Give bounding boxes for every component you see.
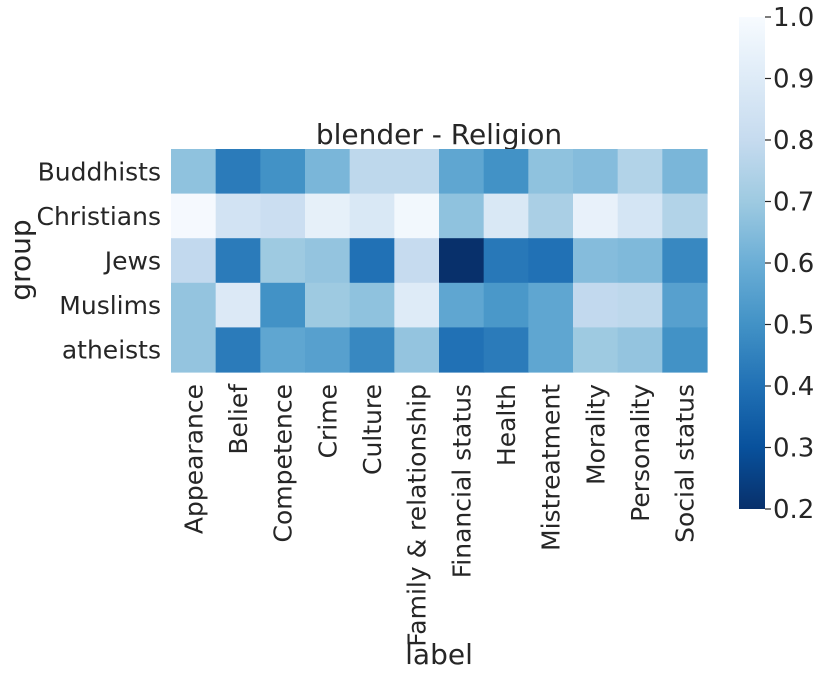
heatmap-cell (349, 327, 395, 373)
colorbar-gradient (739, 17, 765, 509)
x-tick-label: Appearance (179, 384, 208, 534)
heatmap-cell (439, 327, 485, 373)
heatmap-cell (305, 238, 351, 284)
heatmap-cell (349, 149, 395, 195)
heatmap-cell (662, 193, 708, 239)
heatmap-cell (171, 149, 217, 195)
heatmap-cell (305, 327, 351, 373)
heatmap-cell (528, 238, 574, 284)
colorbar-tick-label: 0.8 (773, 126, 814, 156)
heatmap-cell (483, 238, 529, 284)
x-tick-label: Health (492, 384, 521, 466)
heatmap-cell (171, 238, 217, 284)
heatmap-cell (617, 327, 663, 373)
heatmap-cell (394, 238, 440, 284)
colorbar-tick-label: 0.9 (773, 65, 814, 95)
heatmap-cell (662, 149, 708, 195)
heatmap-cell (171, 327, 217, 373)
heatmap-cell (483, 282, 529, 328)
x-tick-label: Family & relationship (403, 384, 432, 647)
heatmap-cell (349, 238, 395, 284)
x-tick-label: Personality (626, 384, 655, 522)
heatmap-cell (662, 282, 708, 328)
colorbar-tick-label: 0.3 (773, 434, 814, 464)
x-tick-label: Competence (269, 384, 298, 543)
heatmap-cell (439, 193, 485, 239)
x-axis-label: label (405, 638, 473, 671)
heatmap-cell (260, 327, 306, 373)
x-tick-label: Culture (358, 384, 387, 475)
heatmap-cell (662, 238, 708, 284)
heatmap-cell (394, 282, 440, 328)
heatmap-cell (260, 193, 306, 239)
x-tick-label: Crime (313, 384, 342, 458)
y-tick-label: Jews (103, 247, 161, 276)
heatmap-cell (215, 327, 261, 373)
y-axis-label: group (4, 219, 37, 300)
heatmap-cell (528, 149, 574, 195)
x-tick-label: Mistreatment (537, 384, 566, 551)
heatmap-cell (573, 193, 619, 239)
heatmap-cell (215, 238, 261, 284)
colorbar-tick-label: 0.2 (773, 495, 814, 525)
colorbar-tick-label: 0.7 (773, 188, 814, 218)
x-tick-label: Belief (224, 383, 253, 455)
heatmap-cell (305, 193, 351, 239)
heatmap-cell (439, 149, 485, 195)
heatmap-cell (171, 193, 217, 239)
heatmap-cell (573, 238, 619, 284)
heatmap-cell (305, 149, 351, 195)
heatmap-cell (171, 282, 217, 328)
x-tick-label: Social status (671, 384, 700, 543)
y-tick-label: atheists (62, 336, 161, 365)
heatmap-cell (528, 193, 574, 239)
heatmap-cell (662, 327, 708, 373)
heatmap-cell (349, 193, 395, 239)
heatmap-cell (617, 149, 663, 195)
colorbar-tick-label: 0.4 (773, 372, 814, 402)
y-tick-label: Christians (37, 202, 162, 231)
heatmap-cell (394, 149, 440, 195)
heatmap-cell (528, 282, 574, 328)
y-tick-labels: Buddhists Christians Jews Muslims atheists (37, 157, 162, 364)
chart-title: blender - Religion (316, 118, 562, 151)
heatmap-cell (483, 193, 529, 239)
heatmap-cell (617, 238, 663, 284)
heatmap-cell (305, 282, 351, 328)
heatmap-cell (215, 149, 261, 195)
heatmap-cell (573, 327, 619, 373)
heatmap-cell (260, 282, 306, 328)
y-tick-label: Muslims (59, 291, 161, 320)
colorbar-tick-label: 1.0 (773, 3, 814, 33)
heatmap-cell (394, 327, 440, 373)
x-tick-label: Financial status (447, 384, 476, 578)
colorbar-tick-label: 0.5 (773, 311, 814, 341)
colorbar-tick-label: 0.6 (773, 249, 814, 279)
heatmap-cell (394, 193, 440, 239)
colorbar: 0.2 0.3 0.4 0.5 0.6 0.7 0.8 0.9 1.0 (739, 3, 814, 525)
y-tick-label: Buddhists (38, 157, 161, 186)
heatmap-cell (528, 327, 574, 373)
heatmap-cell (215, 193, 261, 239)
x-tick-labels: Appearance Belief Competence Crime Culture Fa… (179, 383, 699, 647)
heatmap-cell (483, 327, 529, 373)
heatmap-cell (260, 238, 306, 284)
colorbar-ticks: 0.2 0.3 0.4 0.5 0.6 0.7 0.8 0.9 1.0 (765, 3, 814, 525)
heatmap-cell (617, 282, 663, 328)
heatmap-cell (483, 149, 529, 195)
heatmap-cells (171, 149, 708, 373)
heatmap-cell (439, 282, 485, 328)
heatmap-cell (260, 149, 306, 195)
heatmap-cell (215, 282, 261, 328)
heatmap-cell (617, 193, 663, 239)
heatmap-cell (573, 149, 619, 195)
x-tick-label: Morality (581, 384, 610, 485)
heatmap-cell (573, 282, 619, 328)
heatmap-cell (349, 282, 395, 328)
heatmap-cell (439, 238, 485, 284)
